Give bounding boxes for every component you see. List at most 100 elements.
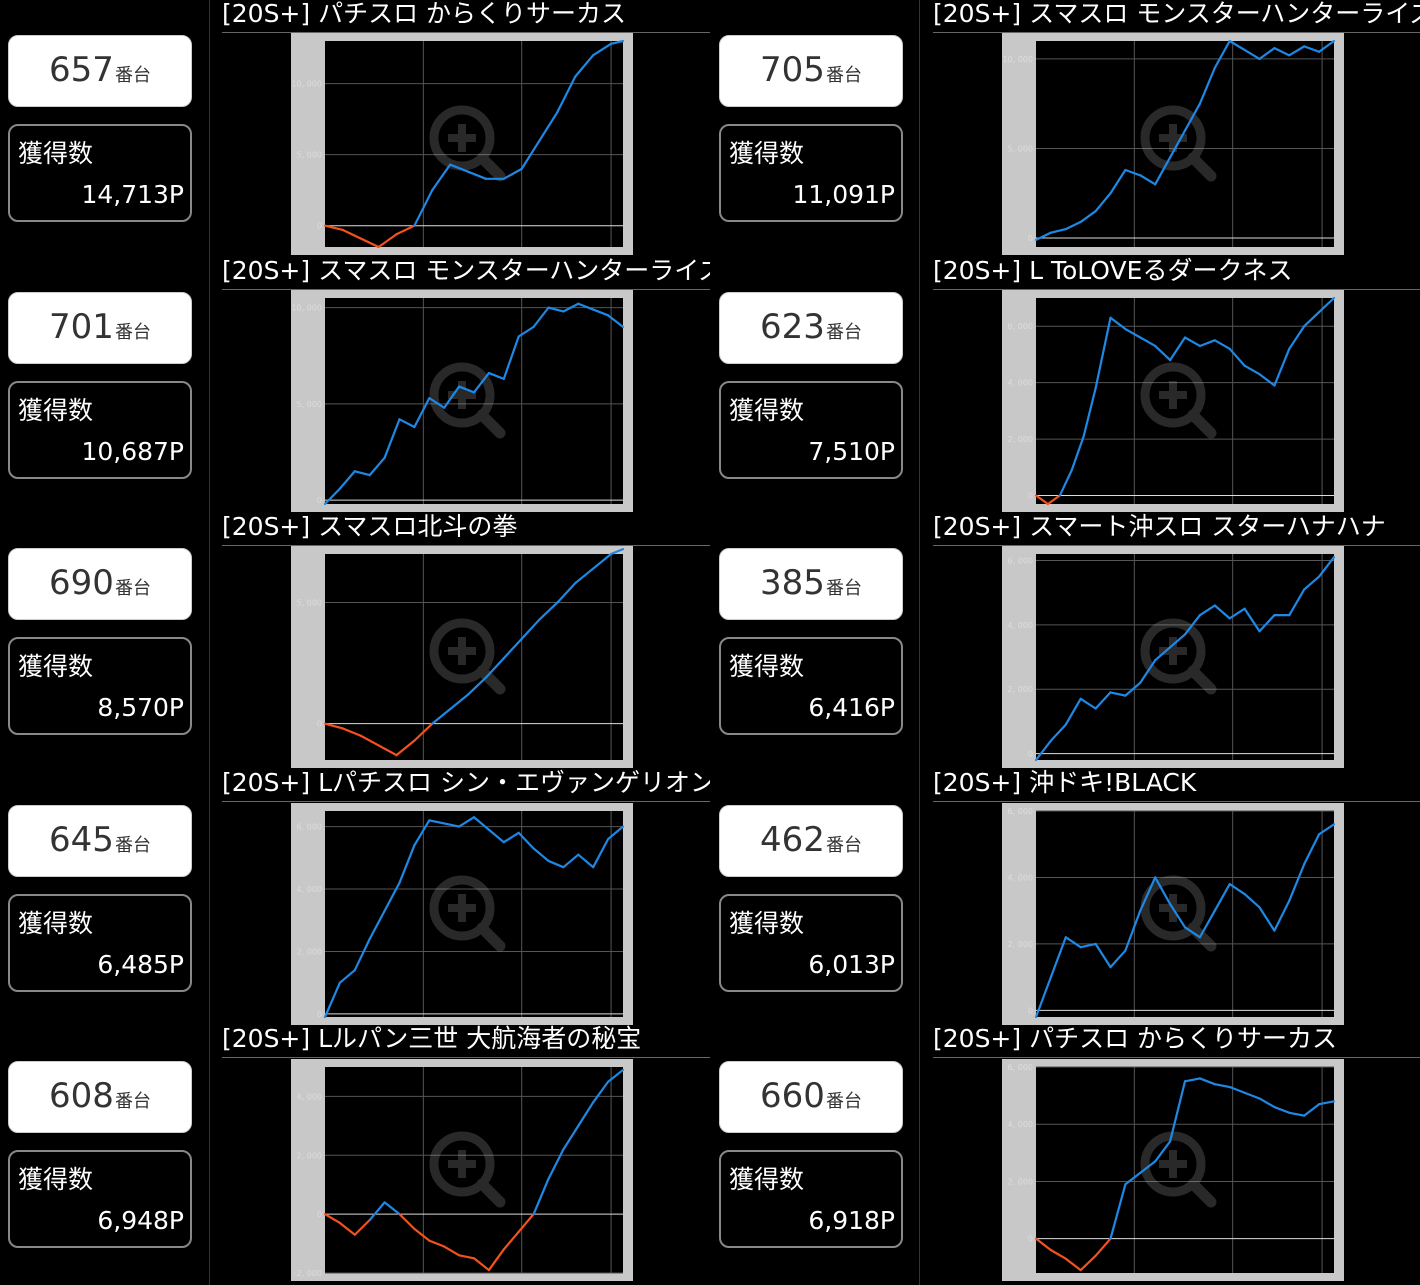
- series-segment: [368, 1201, 386, 1222]
- series-segment: [607, 825, 625, 841]
- slump-graph[interactable]: -2, 000 0 2, 000 4, 000: [291, 1059, 633, 1281]
- slump-graph[interactable]: 0 5, 000 10, 000: [291, 290, 633, 512]
- series-segment: [449, 163, 470, 173]
- gain-label: 獲得数: [18, 1165, 94, 1194]
- column-divider: [209, 0, 210, 1285]
- series-segment: [1318, 556, 1336, 578]
- plot-area: [1036, 554, 1334, 760]
- series-segment: [1034, 231, 1053, 241]
- series-segment: [338, 969, 356, 984]
- y-tick-label: 0: [1028, 1006, 1033, 1015]
- y-tick-label: 6, 000: [1008, 556, 1033, 565]
- series-segment: [1139, 876, 1157, 912]
- series-segment: [1034, 494, 1050, 506]
- series-segment: [431, 708, 452, 725]
- plot-area: [325, 811, 623, 1017]
- machine-title: [20S+] スマート沖スロ スターハナハナ: [933, 512, 1420, 546]
- series-segment: [1109, 168, 1127, 195]
- series-segment: [323, 487, 342, 506]
- y-tick-label: 0: [317, 1010, 322, 1019]
- series-segment: [1258, 373, 1276, 387]
- slump-graph[interactable]: 0 2, 000 4, 000 6, 000: [1002, 1059, 1344, 1281]
- gain-box: 獲得数 7,510P: [719, 381, 903, 479]
- y-tick-label: 0: [1028, 1235, 1033, 1244]
- series-segment: [1228, 882, 1246, 896]
- gain-value: 10,687P: [81, 437, 184, 466]
- series-segment: [1273, 899, 1291, 932]
- machine-number-box[interactable]: 462 番台: [719, 805, 903, 877]
- series-segment: [1213, 339, 1231, 350]
- gain-box: 獲得数 8,570P: [8, 637, 192, 735]
- series-segment: [1064, 220, 1082, 231]
- series-segment: [609, 548, 625, 556]
- zoom-icon: [1140, 105, 1217, 182]
- series-segment: [1058, 469, 1073, 497]
- series-segment: [1124, 168, 1142, 177]
- gain-box: 獲得数 10,687P: [8, 381, 192, 479]
- series-segment: [1198, 1077, 1216, 1086]
- series-segment: [1273, 1105, 1291, 1114]
- y-tick-label: 0: [1028, 234, 1033, 243]
- machine-number-box[interactable]: 690 番台: [8, 548, 192, 620]
- y-tick-label: 5, 000: [1008, 144, 1033, 153]
- series-segment: [1273, 47, 1291, 57]
- series-segment: [1318, 39, 1336, 53]
- series-segment: [359, 237, 380, 249]
- slump-graph[interactable]: 0 2, 000 4, 000 6, 000: [1002, 803, 1344, 1025]
- slump-graph[interactable]: 0 2, 000 4, 000 6, 000: [1002, 546, 1344, 768]
- series-segment: [562, 853, 580, 869]
- series-segment: [472, 371, 490, 394]
- machine-number: 385: [760, 563, 825, 603]
- machine-suffix: 番台: [114, 835, 151, 856]
- series-segment: [592, 552, 613, 570]
- series-segment: [520, 139, 541, 170]
- machine-number: 690: [49, 563, 114, 603]
- machine-number-box[interactable]: 623 番台: [719, 292, 903, 364]
- series-segment: [383, 418, 401, 459]
- series-segment: [538, 110, 559, 142]
- series-segment: [1064, 1257, 1082, 1272]
- machine-number-box[interactable]: 701 番台: [8, 292, 192, 364]
- machine-number-box[interactable]: 657 番台: [8, 35, 192, 107]
- series-segment: [1034, 739, 1053, 762]
- series-segment: [592, 42, 613, 57]
- gain-value: 8,570P: [97, 693, 184, 722]
- gain-value: 7,510P: [808, 437, 895, 466]
- plot-area: [325, 41, 623, 247]
- series-segment: [1198, 66, 1216, 105]
- y-tick-label: 4, 000: [297, 885, 322, 894]
- series-segment: [1154, 646, 1172, 662]
- slump-graph[interactable]: 0 5, 000 10, 000: [291, 33, 633, 255]
- series-segment: [383, 1201, 401, 1216]
- series-segment: [1064, 697, 1082, 726]
- series-segment: [1064, 936, 1082, 949]
- machine-number-box[interactable]: 705 番台: [719, 35, 903, 107]
- series-segment: [1124, 909, 1142, 952]
- machine-number-box[interactable]: 608 番台: [8, 1061, 192, 1133]
- series-segment: [562, 302, 580, 313]
- series-segment: [1124, 327, 1142, 339]
- series-segment: [1094, 942, 1112, 969]
- slump-graph[interactable]: 0 2, 000 4, 000 6, 000: [291, 803, 633, 1025]
- slump-graph[interactable]: 0 5, 000: [291, 546, 633, 768]
- series-segment: [458, 816, 476, 828]
- series-segment: [413, 1227, 431, 1242]
- series-segment: [1243, 892, 1261, 909]
- machine-number-box[interactable]: 385 番台: [719, 548, 903, 620]
- series-segment: [562, 1124, 580, 1151]
- series-segment: [1094, 691, 1112, 710]
- y-tick-label: 5, 000: [297, 598, 322, 607]
- series-segment: [1243, 48, 1261, 61]
- series-segment: [398, 1213, 416, 1230]
- slump-graph[interactable]: 0 2, 000 4, 000 6, 000: [1002, 290, 1344, 512]
- series-segment: [1154, 344, 1172, 362]
- zoom-icon: [1140, 1131, 1217, 1208]
- y-tick-label: 6, 000: [297, 823, 322, 832]
- machine-number-box[interactable]: 645 番台: [8, 805, 192, 877]
- series-segment: [1139, 1160, 1157, 1174]
- machine-title: [20S+] L ToLOVEるダークネス: [933, 256, 1420, 290]
- machine-number-box[interactable]: 660 番台: [719, 1061, 903, 1133]
- slump-graph[interactable]: 0 5, 000 10, 000: [1002, 33, 1344, 255]
- series-segment: [1139, 659, 1157, 684]
- machine-suffix: 番台: [825, 578, 862, 599]
